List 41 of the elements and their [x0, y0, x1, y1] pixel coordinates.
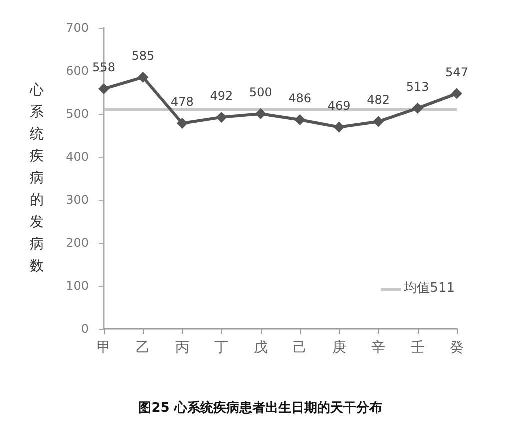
- point: [452, 88, 462, 100]
- legend-label: 均值511: [403, 281, 456, 296]
- x-tick-label: 丁: [214, 340, 229, 356]
- y-tick-label: 600: [66, 64, 89, 78]
- data-label: 492: [210, 88, 234, 103]
- x-tick-label: 辛: [372, 340, 386, 356]
- x-tick-label: 庚: [332, 340, 346, 356]
- y-tick-label: 300: [66, 193, 89, 207]
- y-tick-label: 200: [66, 236, 89, 250]
- point: [412, 102, 424, 114]
- point: [334, 122, 345, 133]
- data-label: 585: [132, 48, 155, 63]
- x-tick-label: 己: [293, 340, 308, 356]
- data-label: 486: [288, 92, 312, 106]
- data-label: 500: [249, 86, 272, 100]
- text: 图25 心系统疾病患者出生日期的天干分布: [138, 400, 382, 416]
- data-label: 469: [328, 98, 351, 113]
- point: [216, 112, 228, 123]
- y-tick-label: 400: [66, 150, 89, 164]
- x-tick-label: 戊: [254, 340, 268, 356]
- data-label: 513: [406, 80, 430, 94]
- x-tick-label: 癸: [450, 340, 464, 356]
- y-tick-label: 100: [66, 279, 89, 293]
- y-tick-label: 700: [66, 21, 89, 35]
- x-tick-label: 乙: [136, 340, 150, 356]
- point: [138, 72, 149, 83]
- point: [294, 114, 306, 126]
- data-label: 478: [170, 94, 194, 109]
- y-tick-label: 500: [66, 107, 89, 121]
- data-label: 558: [92, 60, 116, 75]
- x-tick-label: 甲: [97, 340, 111, 356]
- x-tick-label: 丙: [175, 340, 190, 356]
- data-label: 482: [367, 93, 390, 108]
- point: [98, 84, 110, 95]
- text: 心系统疾病的发病数: [30, 82, 44, 274]
- x-tick-label: 壬: [410, 340, 425, 356]
- point: [373, 116, 384, 128]
- point: [255, 108, 266, 120]
- data-label: 547: [446, 65, 468, 80]
- y-tick-label: 0: [81, 322, 89, 336]
- point: [176, 118, 188, 129]
